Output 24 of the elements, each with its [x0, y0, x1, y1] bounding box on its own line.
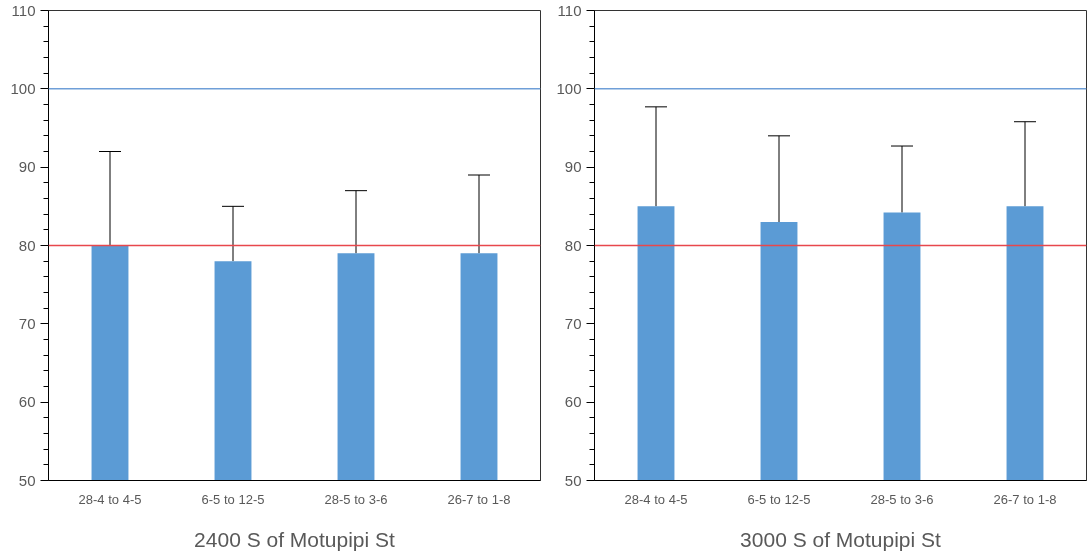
y-tick-label: 70: [564, 314, 582, 332]
y-tick-label: 50: [18, 471, 36, 489]
x-tick-label: 28-5 to 3-6: [870, 491, 934, 507]
x-tick-label: 26-7 to 1-8: [447, 491, 511, 507]
y-tick-label: 70: [18, 314, 36, 332]
y-tick-label: 110: [11, 1, 36, 19]
x-tick-label: 6-5 to 12-5: [747, 491, 811, 507]
y-tick-label: 60: [564, 393, 582, 411]
x-axis-title: 3000 S of Motupipi St: [740, 527, 942, 551]
x-axis-title: 2400 S of Motupipi St: [194, 527, 396, 551]
x-tick-label: 28-4 to 4-5: [78, 491, 142, 507]
x-tick-label: 6-5 to 12-5: [201, 491, 265, 507]
y-tick-label: 100: [10, 79, 36, 97]
x-tick-label: 28-5 to 3-6: [324, 491, 388, 507]
y-tick-label: 90: [564, 158, 582, 176]
y-tick-label: 50: [564, 471, 582, 489]
y-tick-label: 110: [557, 1, 582, 19]
x-tick-label: 26-7 to 1-8: [993, 491, 1057, 507]
x-tick-label: 28-4 to 4-5: [624, 491, 688, 507]
y-tick-label: 80: [18, 236, 36, 254]
y-tick-label: 60: [18, 393, 36, 411]
y-tick-label: 80: [564, 236, 582, 254]
y-tick-label: 90: [18, 158, 36, 176]
y-tick-label: 100: [556, 79, 582, 97]
